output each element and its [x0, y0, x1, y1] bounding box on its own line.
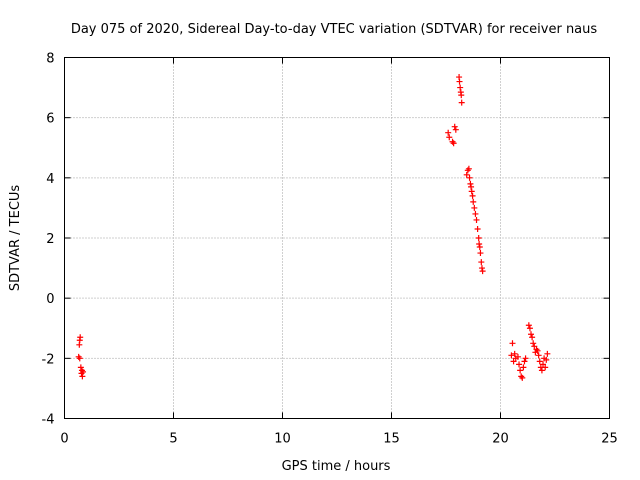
data-point — [466, 174, 473, 181]
data-point — [544, 350, 551, 357]
data-point — [520, 364, 527, 371]
data-point — [474, 225, 481, 232]
data-point — [450, 140, 457, 147]
data-point — [526, 325, 533, 332]
data-point — [517, 367, 524, 374]
data-point — [476, 241, 483, 248]
x-tick-label: 25 — [601, 432, 618, 447]
y-tick-labels: -4 -2 0 2 4 6 8 — [42, 52, 55, 428]
data-point — [77, 364, 84, 371]
data-point — [468, 188, 475, 195]
data-point — [79, 373, 86, 380]
data-point — [529, 334, 536, 341]
data-point — [543, 356, 550, 363]
data-point — [478, 259, 485, 266]
data-point — [511, 350, 518, 357]
data-point — [509, 340, 516, 347]
data-point — [510, 358, 517, 365]
data-point — [528, 331, 535, 338]
data-point — [465, 165, 472, 172]
data-point — [463, 171, 470, 178]
y-axis-label: SDTVAR / TECUs — [8, 185, 23, 292]
data-point — [476, 244, 483, 251]
data-point — [477, 250, 484, 257]
x-tick-labels: 0 5 10 15 20 25 — [60, 432, 617, 447]
data-point — [535, 352, 542, 359]
data-point — [456, 78, 463, 85]
chart-title: Day 075 of 2020, Sidereal Day-to-day VTE… — [71, 22, 598, 37]
data-point — [478, 265, 485, 272]
data-point — [540, 361, 547, 368]
x-axis-label: GPS time / hours — [282, 459, 391, 474]
y-tick-label: 0 — [46, 292, 54, 307]
data-point — [472, 210, 479, 217]
x-tick-label: 15 — [383, 432, 400, 447]
data-point — [452, 126, 459, 133]
data-point — [458, 92, 465, 99]
grid — [64, 57, 610, 419]
data-point — [475, 235, 482, 241]
data-point — [519, 374, 526, 381]
y-tick-label: 2 — [46, 232, 54, 247]
data-point — [473, 216, 480, 223]
data-point — [479, 268, 486, 275]
data-point — [470, 198, 477, 205]
axis-ticks — [64, 57, 610, 419]
data-point — [469, 192, 476, 199]
data-point — [468, 183, 475, 190]
data-point — [451, 123, 458, 130]
data-point — [446, 134, 453, 141]
data-point — [467, 180, 474, 187]
data-point — [514, 353, 521, 360]
data-point — [458, 99, 465, 106]
y-tick-label: 6 — [46, 112, 54, 127]
data-point — [531, 343, 538, 350]
x-tick-label: 20 — [492, 432, 509, 447]
data-point — [508, 352, 515, 359]
x-tick-label: 0 — [60, 432, 68, 447]
data-point — [445, 129, 452, 136]
data-point — [80, 368, 87, 375]
data-point — [534, 347, 541, 354]
y-tick-label: 8 — [46, 52, 54, 67]
data-point — [471, 204, 478, 211]
data-point — [525, 322, 532, 329]
data-points — [75, 74, 551, 381]
x-tick-label: 10 — [274, 432, 291, 447]
y-tick-label: -4 — [42, 413, 55, 428]
data-point — [77, 334, 84, 341]
data-point — [542, 364, 549, 371]
data-point — [522, 355, 529, 362]
data-point — [76, 355, 83, 362]
y-tick-label: 4 — [46, 172, 54, 187]
data-point — [538, 367, 545, 374]
data-point — [457, 84, 464, 91]
data-point — [521, 358, 528, 365]
data-point — [516, 361, 523, 368]
x-tick-label: 5 — [169, 432, 177, 447]
data-point — [530, 340, 537, 347]
y-tick-label: -2 — [42, 352, 55, 367]
data-point — [536, 358, 543, 365]
